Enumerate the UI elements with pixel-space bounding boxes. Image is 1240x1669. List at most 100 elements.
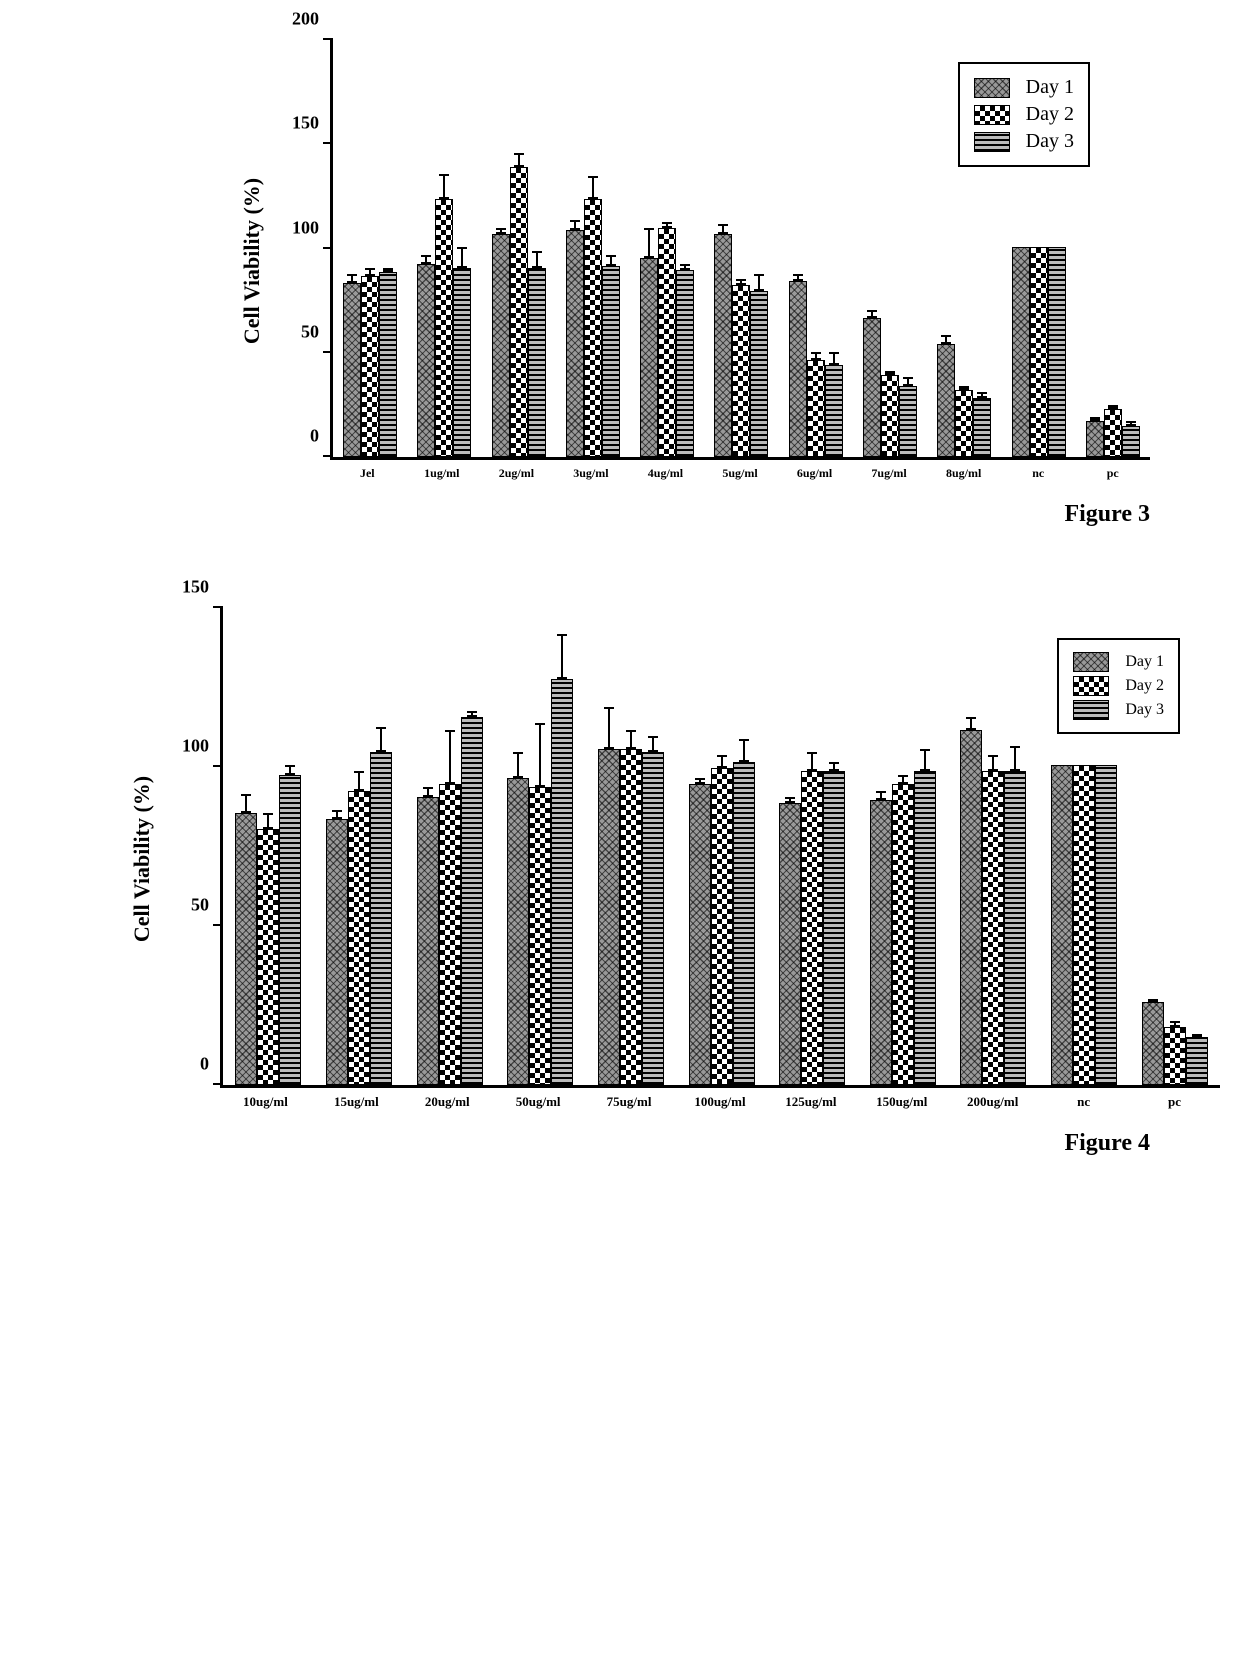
- bar-column: [435, 40, 453, 457]
- bar: [1004, 771, 1026, 1085]
- error-bar: [425, 255, 427, 263]
- error-bar: [945, 335, 947, 343]
- bar: [279, 775, 301, 1085]
- error-bar: [797, 274, 799, 280]
- bar: [689, 784, 711, 1085]
- x-label: 2ug/ml: [479, 460, 554, 481]
- bar: [1051, 765, 1073, 1085]
- legend-swatch: [974, 132, 1010, 152]
- error-bar: [471, 711, 473, 717]
- bar: [733, 762, 755, 1085]
- error-bar: [630, 730, 632, 749]
- bar-column: [892, 608, 914, 1085]
- bar-column: [453, 40, 471, 457]
- error-bar: [666, 222, 668, 228]
- bar: [711, 768, 733, 1085]
- error-bar: [369, 268, 371, 276]
- figure-caption: Figure 3: [30, 501, 1210, 528]
- y-tick: [323, 142, 333, 144]
- bar-group: [223, 608, 314, 1085]
- error-bar: [500, 228, 502, 234]
- figure-caption: Figure 4: [30, 1130, 1210, 1157]
- error-bar: [789, 797, 791, 803]
- y-tick: [323, 38, 333, 40]
- bar-group: [630, 40, 704, 457]
- error-bar: [518, 153, 520, 168]
- bar: [1073, 765, 1095, 1085]
- plot-area: 050100150Day 1Day 2Day 3: [220, 608, 1220, 1088]
- error-bar: [992, 755, 994, 771]
- bar-column: [417, 608, 439, 1085]
- bar-group: [948, 608, 1039, 1085]
- legend-label: Day 3: [1125, 701, 1164, 719]
- bar-column: [551, 608, 573, 1085]
- legend: Day 1Day 2Day 3: [958, 62, 1090, 167]
- error-bar: [833, 352, 835, 365]
- x-label: pc: [1075, 460, 1150, 481]
- bar-column: [235, 608, 257, 1085]
- bar-column: [863, 40, 881, 457]
- y-tick-label: 150: [292, 113, 333, 134]
- error-bar: [427, 787, 429, 797]
- x-label: 20ug/ml: [402, 1088, 493, 1110]
- error-bar: [684, 264, 686, 270]
- bar-column: [379, 40, 397, 457]
- x-label: 6ug/ml: [777, 460, 852, 481]
- bar-column: [584, 40, 602, 457]
- bar: [1186, 1037, 1208, 1085]
- y-tick: [323, 247, 333, 249]
- bar: [598, 749, 620, 1085]
- bar-column: [1004, 608, 1026, 1085]
- bar-column: [732, 40, 750, 457]
- error-bar: [1112, 405, 1114, 409]
- legend-row: Day 2: [1073, 676, 1164, 696]
- error-bar: [358, 771, 360, 790]
- bar-column: [620, 608, 642, 1085]
- error-bar: [699, 778, 701, 784]
- bar: [642, 752, 664, 1085]
- error-bar: [758, 274, 760, 291]
- legend: Day 1Day 2Day 3: [1057, 638, 1180, 734]
- bar: [863, 318, 881, 457]
- bar-column: [1104, 40, 1122, 457]
- bar-column: [711, 608, 733, 1085]
- bar: [257, 829, 279, 1085]
- bar: [899, 386, 917, 457]
- bar: [1104, 409, 1122, 457]
- y-tick-label: 100: [292, 217, 333, 238]
- bar: [1086, 421, 1104, 457]
- x-label: nc: [1001, 460, 1076, 481]
- bar-column: [361, 40, 379, 457]
- y-tick: [213, 765, 223, 767]
- error-bar: [608, 707, 610, 749]
- x-label: 15ug/ml: [311, 1088, 402, 1110]
- y-tick-label: 100: [182, 736, 223, 757]
- plot-area: 050100150200Day 1Day 2Day 3: [330, 40, 1150, 460]
- bar-column: [689, 608, 711, 1085]
- bar-column: [789, 40, 807, 457]
- bar-column: [640, 40, 658, 457]
- y-tick-label: 150: [182, 577, 223, 598]
- legend-swatch: [974, 78, 1010, 98]
- legend-swatch: [1073, 700, 1109, 720]
- error-bar: [336, 810, 338, 820]
- error-bar: [610, 255, 612, 266]
- bar-column: [1122, 40, 1140, 457]
- bar: [235, 813, 257, 1085]
- bar-column: [982, 608, 1004, 1085]
- bar-group: [333, 40, 407, 457]
- legend-row: Day 3: [974, 130, 1074, 153]
- bar-column: [733, 608, 755, 1085]
- bar: [584, 199, 602, 457]
- legend-row: Day 2: [974, 103, 1074, 126]
- bar-column: [914, 608, 936, 1085]
- bar-column: [870, 608, 892, 1085]
- x-labels: 10ug/ml15ug/ml20ug/ml50ug/ml75ug/ml100ug…: [220, 1088, 1220, 1110]
- x-label: 75ug/ml: [584, 1088, 675, 1110]
- error-bar: [740, 279, 742, 285]
- bar: [732, 285, 750, 457]
- error-bar: [461, 247, 463, 268]
- error-bar: [380, 727, 382, 753]
- bar: [326, 819, 348, 1085]
- x-label: 5ug/ml: [703, 460, 778, 481]
